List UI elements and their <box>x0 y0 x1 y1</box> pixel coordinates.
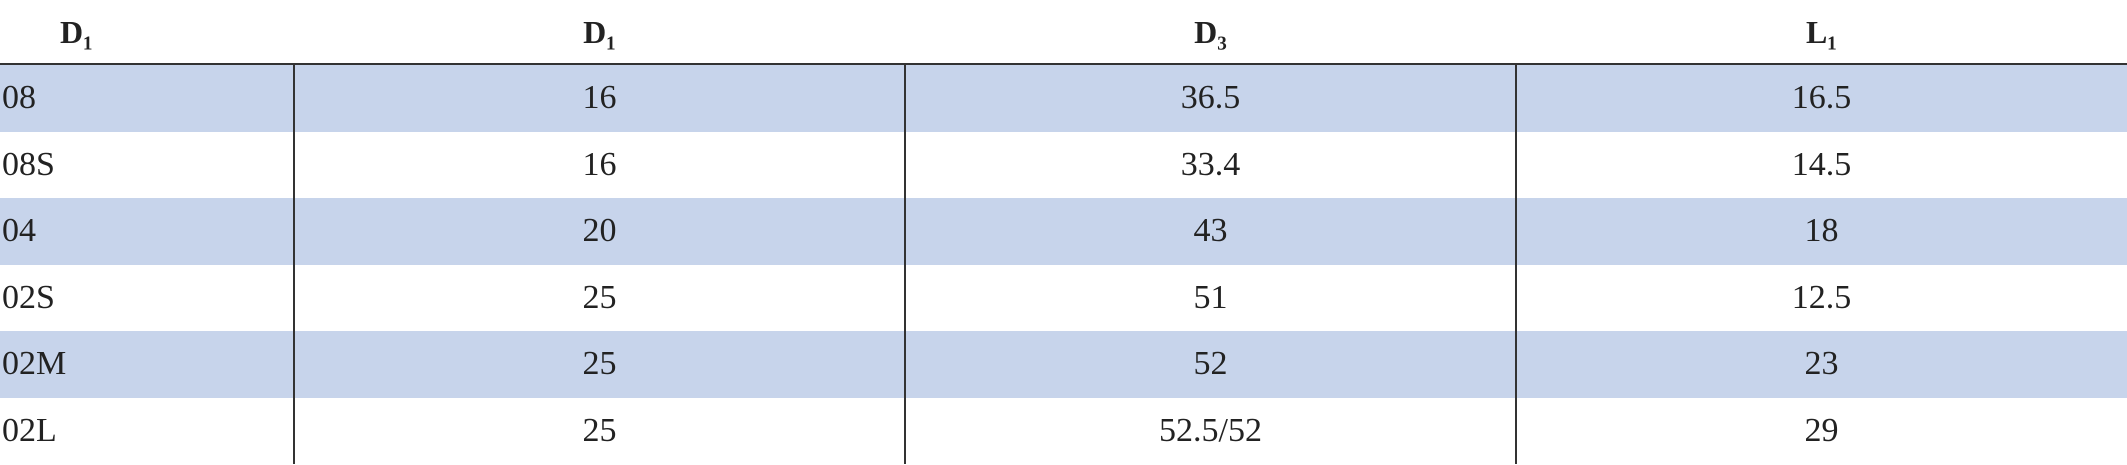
column-rule <box>293 65 295 464</box>
table-cell: 43 <box>1193 212 1228 250</box>
table-cell: 04 <box>2 212 36 250</box>
table-cell: 52 <box>1193 345 1228 383</box>
table-cell: 12.5 <box>1791 278 1852 316</box>
table-cell: 08 <box>2 79 36 117</box>
header-cell: D₃ <box>1194 14 1227 50</box>
table-cell: 23 <box>1804 345 1839 383</box>
header-cell: D₁ <box>60 14 93 50</box>
table-cell: 25 <box>582 411 617 449</box>
table-cell: 16.5 <box>1791 79 1852 117</box>
table-cell: 20 <box>582 212 617 250</box>
table-cell: 25 <box>582 278 617 316</box>
header-rule <box>0 63 2127 66</box>
table-cell: 14.5 <box>1791 145 1852 183</box>
row-shading <box>0 198 2127 265</box>
table-cell: 16 <box>582 145 617 183</box>
table-cell: 02S <box>2 278 55 316</box>
table-cell: 02L <box>2 411 57 449</box>
table-cell: 25 <box>582 345 617 383</box>
table-cell: 29 <box>1804 411 1839 449</box>
table-cell: 08S <box>2 145 55 183</box>
table-cell: 18 <box>1804 212 1839 250</box>
table-cell: 33.4 <box>1180 145 1241 183</box>
header-cell: D₁ <box>583 14 616 50</box>
table-cell: 02M <box>2 345 67 383</box>
table-cell: 16 <box>582 79 617 117</box>
row-shading <box>0 65 2127 132</box>
row-shading <box>0 331 2127 398</box>
header-cell: L₁ <box>1806 14 1837 50</box>
column-rule <box>1515 65 1517 464</box>
table-cell: 36.5 <box>1180 79 1241 117</box>
column-rule <box>904 65 906 464</box>
table-cell: 52.5/52 <box>1159 411 1262 449</box>
table-cell: 51 <box>1193 278 1228 316</box>
